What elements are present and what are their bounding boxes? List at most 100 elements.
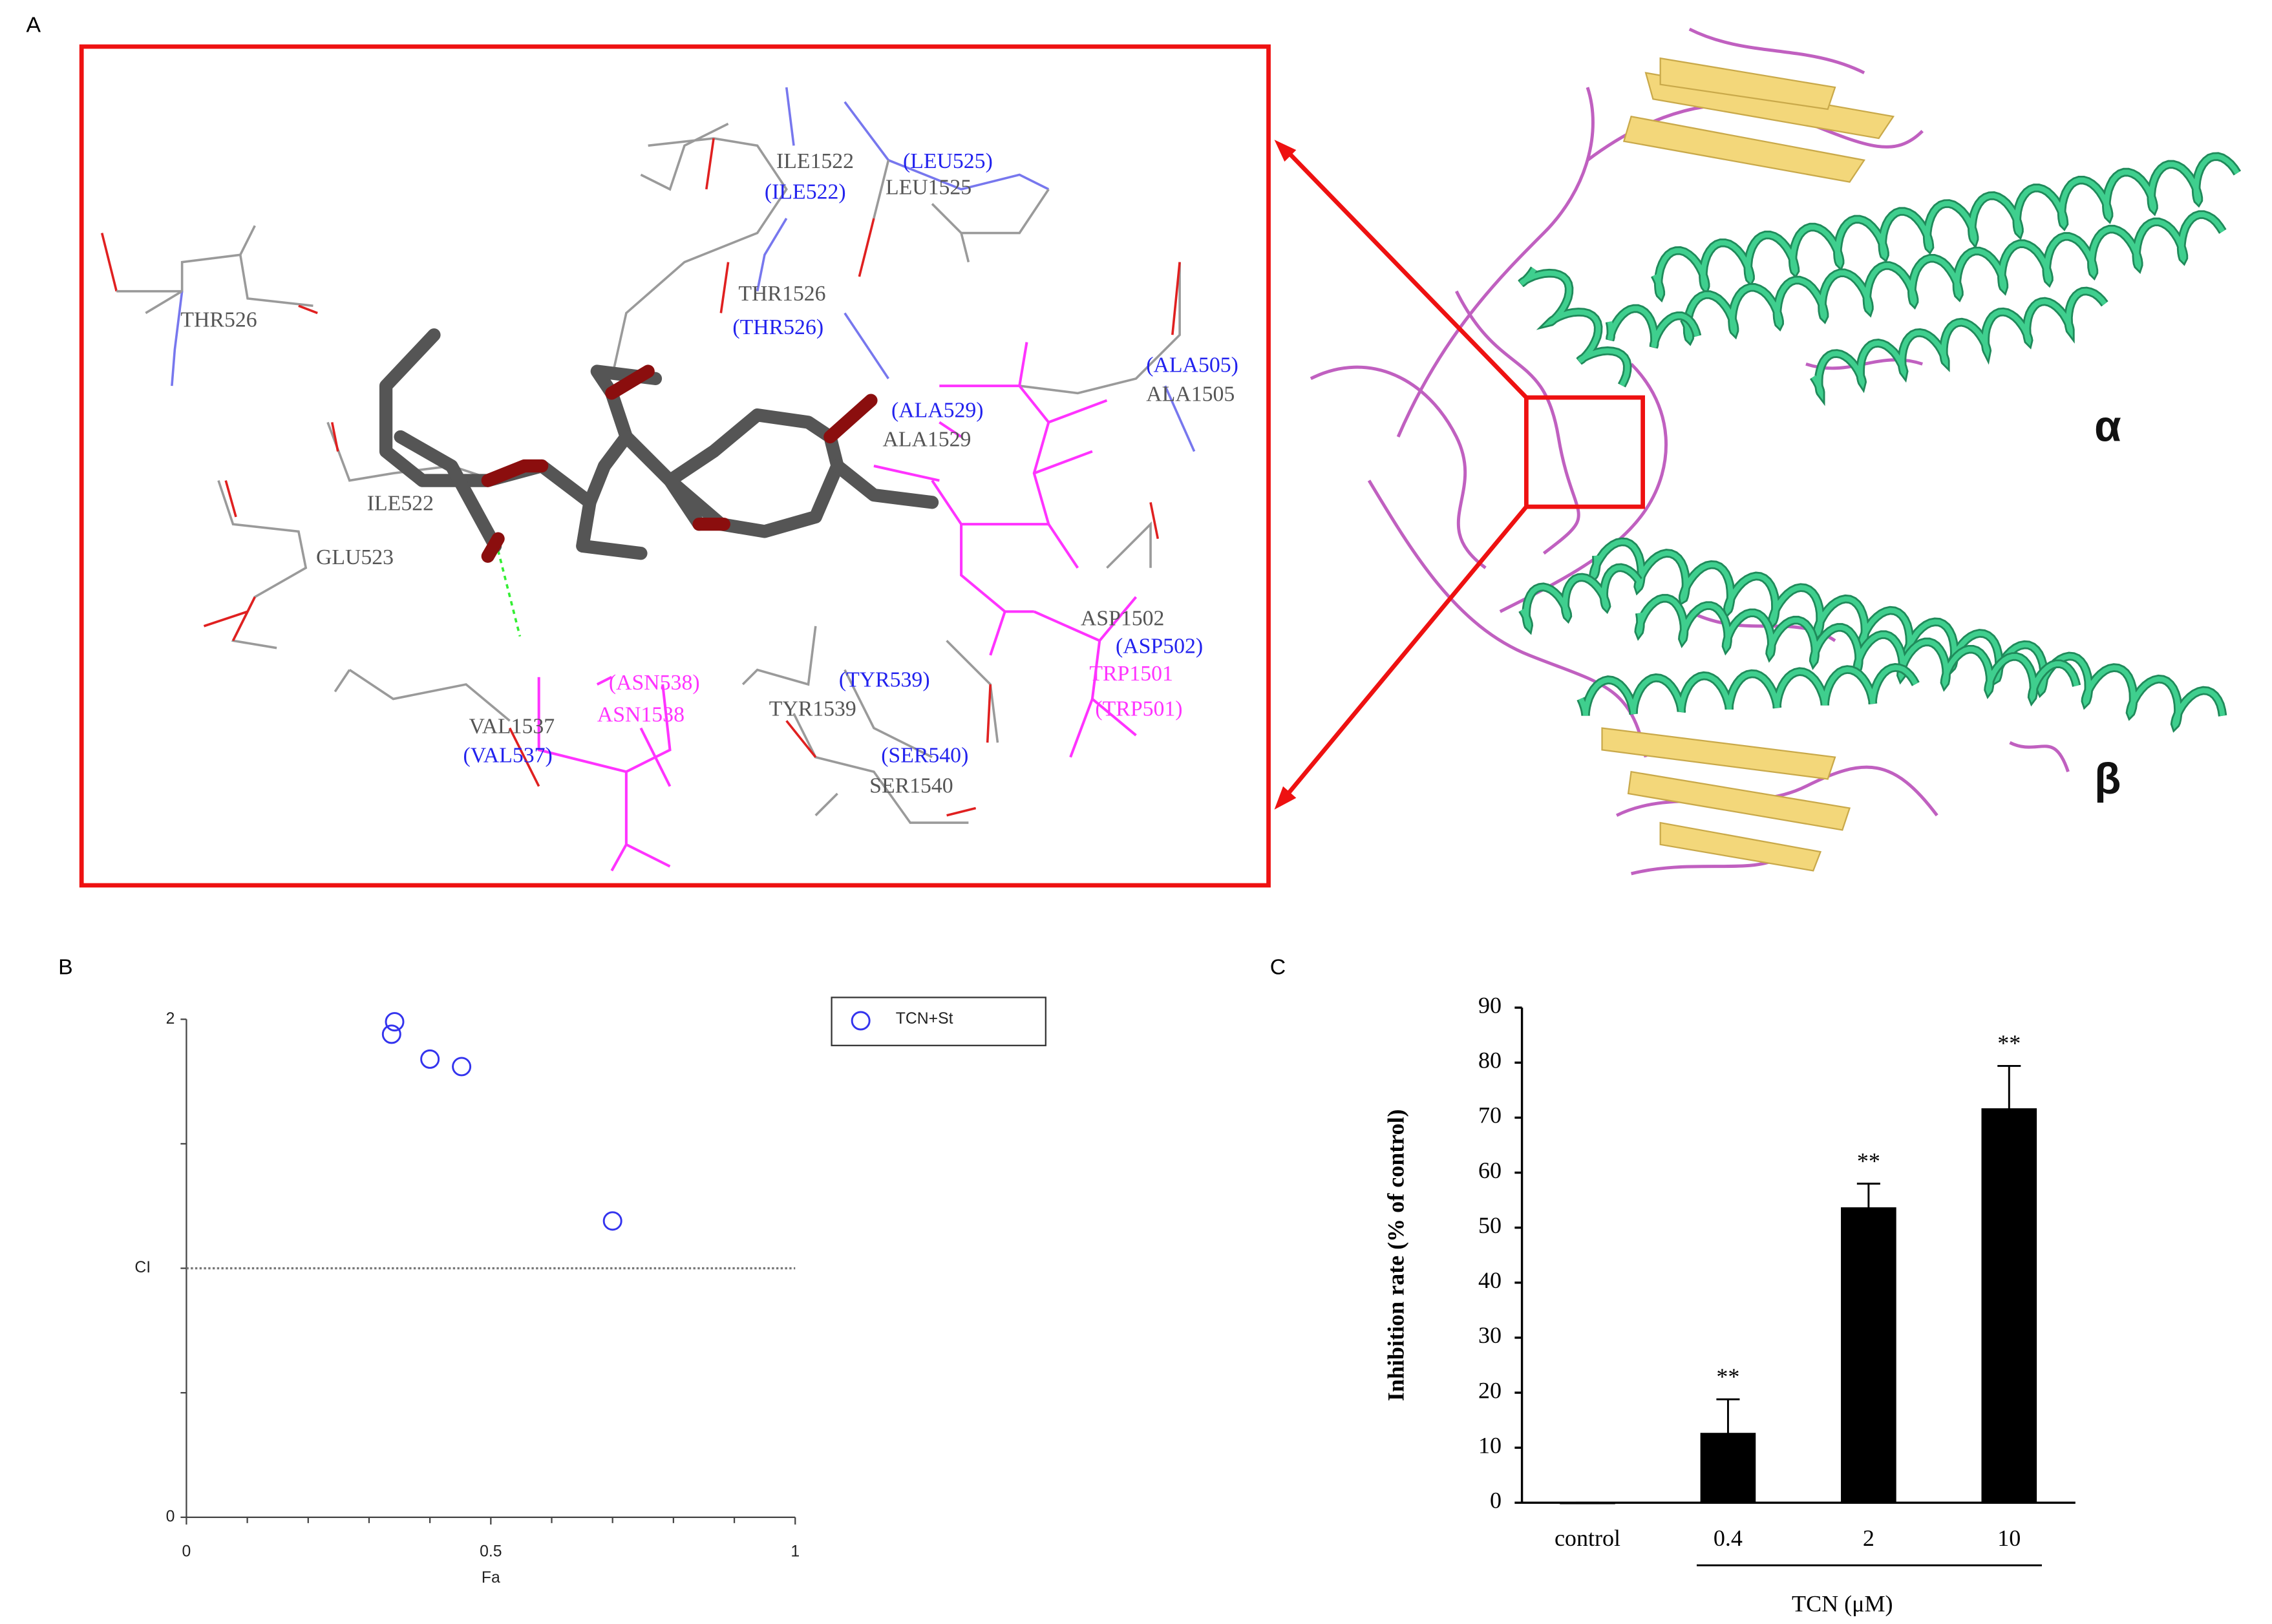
protein-structure bbox=[1310, 27, 2242, 876]
bond bbox=[239, 255, 313, 307]
residue-label: (ALA529) bbox=[891, 398, 984, 422]
bar bbox=[1841, 1207, 1896, 1503]
helix bbox=[1810, 286, 2108, 406]
ligand-bond bbox=[481, 459, 549, 487]
loop bbox=[1310, 365, 1487, 569]
hydrogen-bond bbox=[496, 550, 522, 637]
x-tick-label: 10 bbox=[1997, 1525, 2021, 1551]
bar bbox=[1981, 1108, 2037, 1503]
bond bbox=[1163, 385, 1196, 452]
error-bar bbox=[1716, 1398, 1740, 1468]
helix bbox=[1519, 267, 1630, 387]
ligand-bond bbox=[823, 394, 878, 444]
helix bbox=[1578, 664, 1918, 716]
residue-label: ILE1522 bbox=[776, 149, 854, 173]
bond bbox=[1018, 342, 1028, 386]
bond bbox=[145, 290, 183, 314]
bond bbox=[785, 87, 795, 146]
helix bbox=[1681, 212, 2225, 343]
y-tick-label: 0 bbox=[166, 1508, 175, 1525]
loop bbox=[1396, 87, 1595, 438]
bond bbox=[946, 807, 977, 817]
beta-sheet bbox=[1659, 821, 1822, 872]
y-tick-label: 10 bbox=[1478, 1432, 1502, 1458]
significance-label: ** bbox=[1997, 1030, 2021, 1056]
loop bbox=[1454, 290, 1580, 555]
bond bbox=[939, 421, 962, 438]
helix bbox=[1590, 539, 2225, 730]
bond bbox=[596, 675, 613, 686]
bond bbox=[844, 101, 1050, 191]
residue-label: ASN1538 bbox=[597, 702, 685, 726]
bond bbox=[100, 233, 118, 292]
y-tick-label: 90 bbox=[1478, 992, 1502, 1018]
ligand: ILE1522 (LEU525) (ILE522) LEU1525 THR1526 (TH… bbox=[180, 149, 1238, 798]
bond bbox=[1171, 262, 1181, 335]
ligand-bond bbox=[481, 532, 505, 563]
helix bbox=[1636, 595, 2079, 703]
zoom-arrow bbox=[1282, 147, 1528, 399]
helix bbox=[1520, 565, 1641, 631]
binding-site-box bbox=[1524, 395, 1645, 509]
x-tick-label: 2 bbox=[1863, 1525, 1874, 1551]
residue-label: THR1526 bbox=[738, 282, 825, 306]
bond bbox=[960, 233, 970, 263]
bond bbox=[1034, 450, 1093, 475]
residue-label: (VAL537) bbox=[463, 743, 553, 767]
bond bbox=[231, 596, 256, 642]
y-tick-label: 30 bbox=[1478, 1322, 1502, 1348]
bond bbox=[844, 669, 933, 759]
y-tick-label: 80 bbox=[1478, 1048, 1502, 1073]
residue-label: (LEU525) bbox=[903, 149, 993, 173]
bond bbox=[986, 684, 992, 743]
residue-label: THR526 bbox=[180, 308, 257, 332]
bond bbox=[1106, 521, 1152, 569]
error-bar bbox=[1997, 1064, 2021, 1152]
loop bbox=[1688, 27, 1865, 74]
x-axis-label: Fa bbox=[482, 1569, 500, 1587]
residue-label: (TYR539) bbox=[839, 668, 930, 691]
x-tick-label: 1 bbox=[791, 1543, 800, 1560]
y-tick-label: 60 bbox=[1478, 1157, 1502, 1183]
residue-label: TRP1501 bbox=[1089, 662, 1173, 686]
bond bbox=[858, 218, 875, 277]
bond bbox=[330, 422, 339, 452]
bond bbox=[931, 188, 1050, 235]
residue-label: ASP1502 bbox=[1081, 607, 1165, 631]
data-point bbox=[602, 1211, 622, 1231]
beta-sheet bbox=[1627, 770, 1851, 831]
y-tick-label: 70 bbox=[1478, 1102, 1502, 1128]
subunit-label: β bbox=[2094, 755, 2121, 803]
panel-label: C bbox=[1270, 954, 1286, 979]
bond bbox=[639, 727, 672, 787]
bond bbox=[1048, 399, 1108, 424]
zoom-arrow bbox=[1282, 505, 1528, 799]
data-point bbox=[381, 1024, 401, 1044]
y-axis-label: Inhibition rate (% of control) bbox=[1383, 1109, 1408, 1401]
panel-label: A bbox=[27, 12, 41, 37]
bond bbox=[625, 843, 671, 868]
loop bbox=[1630, 858, 1778, 876]
residue-label: (THR526) bbox=[732, 315, 823, 339]
beta-sheet bbox=[1601, 727, 1836, 780]
x-tick-label: control bbox=[1555, 1525, 1620, 1551]
bond bbox=[989, 611, 1006, 656]
residue-label: GLU523 bbox=[316, 545, 394, 569]
bond bbox=[873, 465, 940, 482]
bond bbox=[844, 312, 889, 379]
bond bbox=[719, 262, 730, 313]
loop bbox=[2009, 741, 2070, 772]
residue-label: (ASP502) bbox=[1116, 634, 1203, 658]
residue-label: VAL1537 bbox=[469, 714, 555, 738]
bond bbox=[171, 291, 184, 386]
helix bbox=[1607, 306, 1700, 348]
residue-label: (ALA505) bbox=[1146, 353, 1238, 377]
beta-sheet bbox=[1622, 115, 1865, 183]
residue-label: (ASN538) bbox=[609, 671, 700, 695]
bond bbox=[785, 720, 817, 758]
bond bbox=[334, 669, 351, 693]
bond bbox=[1149, 502, 1160, 540]
residue-label: (SER540) bbox=[881, 743, 968, 767]
bond bbox=[814, 792, 838, 817]
